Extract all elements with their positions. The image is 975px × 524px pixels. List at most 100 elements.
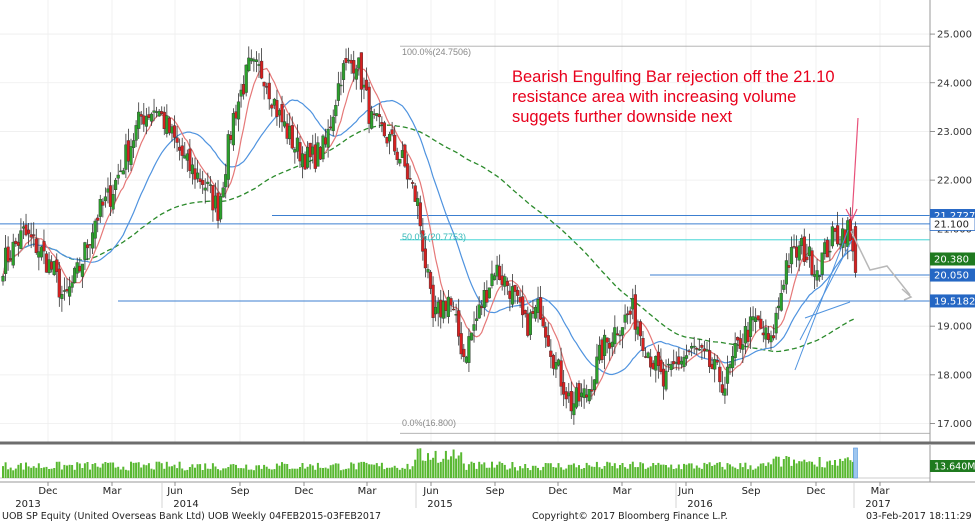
candle-body (203, 187, 207, 191)
volume-bar (232, 464, 235, 478)
price-tag: 19.5182 (930, 294, 975, 308)
sma-slow-line (2, 124, 856, 353)
candle-body (710, 363, 714, 369)
candle-body (254, 59, 258, 63)
candle-body (615, 333, 619, 336)
annotation-text: Bearish Engulfing Bar rejection off the … (512, 68, 835, 126)
volume-bar (211, 463, 214, 478)
candle-body (766, 333, 770, 340)
candle-body (149, 113, 154, 122)
x-month-label: Mar (871, 486, 891, 497)
candle-body (96, 217, 100, 221)
annotation-line: Bearish Engulfing Bar rejection off the … (512, 68, 835, 86)
volume-bar (99, 467, 102, 478)
candle-body (582, 388, 586, 399)
volume-bar (2, 466, 4, 478)
candle-body (705, 349, 709, 352)
trend-line-up-2 (799, 239, 853, 341)
volume-bar (721, 466, 724, 478)
volume-bar (347, 468, 350, 478)
candle-body (27, 229, 31, 234)
volume-bar (419, 448, 422, 478)
volume-bar (122, 466, 125, 478)
price-axis: 17.00018.00019.00020.00021.00022.00023.0… (929, 0, 975, 443)
candle-body (638, 321, 642, 337)
candle-body (224, 174, 228, 188)
volume-bar (437, 462, 440, 478)
volume-bar (209, 468, 212, 478)
candle-body (651, 362, 655, 370)
volume-bar (685, 464, 688, 478)
volume-bar (642, 463, 644, 478)
volume-bar (339, 470, 342, 478)
volume-bar (332, 464, 335, 478)
price-panel-bg (0, 0, 930, 443)
volume-bar (803, 459, 806, 478)
candle-body (718, 366, 722, 383)
volume-bar (71, 465, 74, 478)
volume-bar (155, 461, 158, 478)
candle-body (692, 345, 696, 348)
candle-body (39, 246, 43, 258)
volume-bar (334, 463, 337, 478)
price-tag: 20.380 (930, 252, 975, 266)
candle-body (85, 244, 90, 249)
volume-bar (45, 466, 48, 478)
volume-bar (398, 469, 401, 478)
candle-body (487, 287, 491, 299)
candle-body (562, 382, 566, 395)
volume-bar (191, 464, 194, 478)
candle-body (390, 129, 394, 135)
volume-bar (32, 466, 35, 478)
candle-body (472, 324, 476, 331)
volume-bar (644, 468, 647, 478)
volume-bar (736, 469, 739, 478)
candle-body (344, 58, 348, 64)
volume-bar (741, 467, 744, 478)
candle-body (462, 348, 466, 358)
candle-body (789, 247, 794, 265)
volume-bar (708, 462, 711, 478)
volume-bar (68, 464, 71, 478)
volume-bar (498, 461, 501, 478)
candle-body (812, 274, 817, 277)
volume-bar (416, 448, 419, 478)
candle-body (664, 370, 668, 390)
volume-bar (672, 469, 675, 478)
candle-body (641, 338, 645, 352)
candle-body (539, 297, 543, 320)
x-month-label: Dec (548, 486, 567, 497)
volume-bar (424, 460, 427, 478)
x-year-label: 2014 (173, 499, 198, 510)
candle-body (452, 308, 456, 311)
candle-body (446, 296, 450, 317)
candle-body (167, 117, 171, 133)
volume-bar (268, 468, 271, 478)
candle-body (682, 356, 686, 368)
volume-bar (654, 465, 657, 478)
volume-bar (30, 467, 33, 478)
volume-bar (183, 470, 186, 478)
candle-body (418, 202, 422, 227)
volume-bar (206, 468, 209, 478)
volume-bar (112, 462, 115, 478)
candle-body (318, 146, 322, 160)
candle-body (113, 179, 118, 191)
candle-body (370, 111, 374, 129)
candle-body (37, 251, 41, 258)
fib-label-0: 0.0%(16.800) (402, 418, 456, 428)
volume-bar (409, 469, 411, 478)
volume-bar (818, 457, 821, 478)
volume-bar (693, 468, 696, 478)
volume-bar (467, 464, 470, 478)
candle-body (500, 275, 504, 285)
volume-bar (217, 469, 219, 478)
volume-bar (496, 464, 499, 478)
volume-bar (624, 467, 627, 478)
candle-body (126, 140, 130, 162)
candle-body (313, 144, 317, 169)
volume-bar (27, 466, 30, 478)
volume-bar (706, 464, 708, 478)
